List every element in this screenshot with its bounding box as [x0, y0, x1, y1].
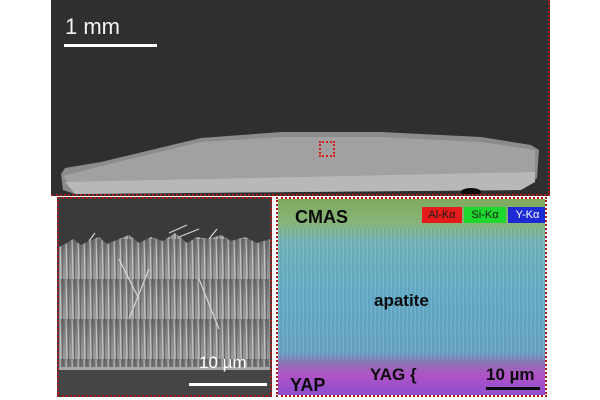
scale-bar-fibers: [189, 383, 267, 386]
overview-micrograph: 1 mm: [51, 0, 550, 196]
label-yag: YAG {: [370, 365, 417, 384]
scale-label-eds: 10 µm: [486, 365, 535, 384]
region-of-interest-box: [319, 141, 335, 157]
eds-map-image: [278, 199, 545, 395]
legend-si-ka: Si-Kα: [464, 207, 506, 223]
label-cmas: CMAS: [295, 207, 348, 227]
label-yap: YAP: [290, 375, 326, 395]
bracket-icon: {: [410, 365, 417, 384]
label-apatite: apatite: [374, 291, 429, 310]
eds-map: CMAS apatite YAG { YAP 10 µm Al-Kα Si-Kα…: [276, 197, 547, 397]
fiber-micrograph: 10 µm: [57, 197, 272, 397]
scale-bar-top: [64, 44, 157, 47]
scale-label-fibers: 10 µm: [199, 353, 247, 372]
legend-al-ka: Al-Kα: [422, 207, 462, 223]
apatite-fibers-image: [59, 199, 270, 395]
scale-bar-eds: [486, 387, 540, 390]
legend-y-ka: Y-Kα: [508, 207, 545, 223]
sample-cross-section: [61, 132, 539, 194]
scale-label-top: 1 mm: [65, 14, 120, 39]
